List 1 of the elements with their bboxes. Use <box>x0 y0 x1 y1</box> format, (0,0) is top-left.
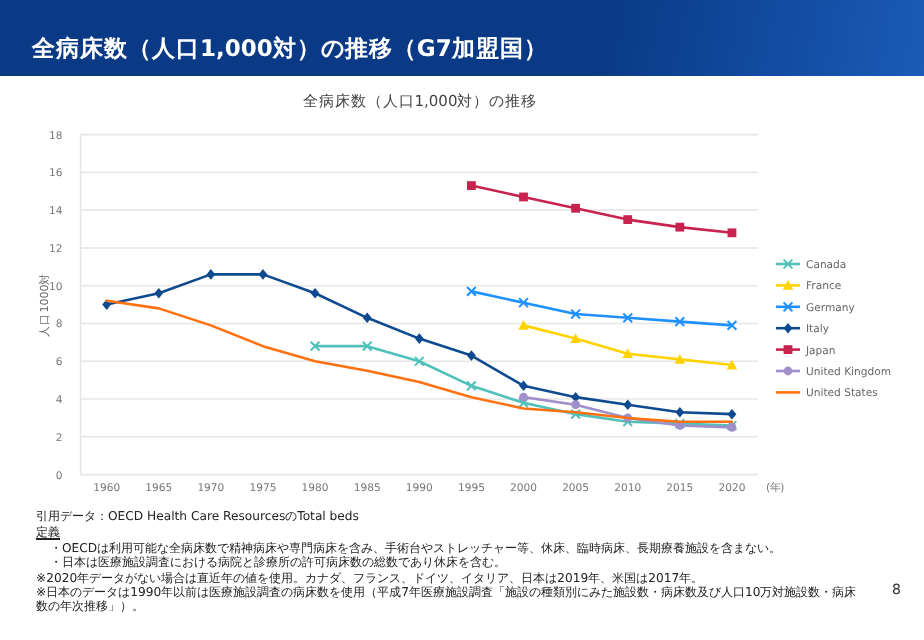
chart-title: 全病床数（人口1,000対）の推移（G7加盟国） <box>32 34 548 64</box>
